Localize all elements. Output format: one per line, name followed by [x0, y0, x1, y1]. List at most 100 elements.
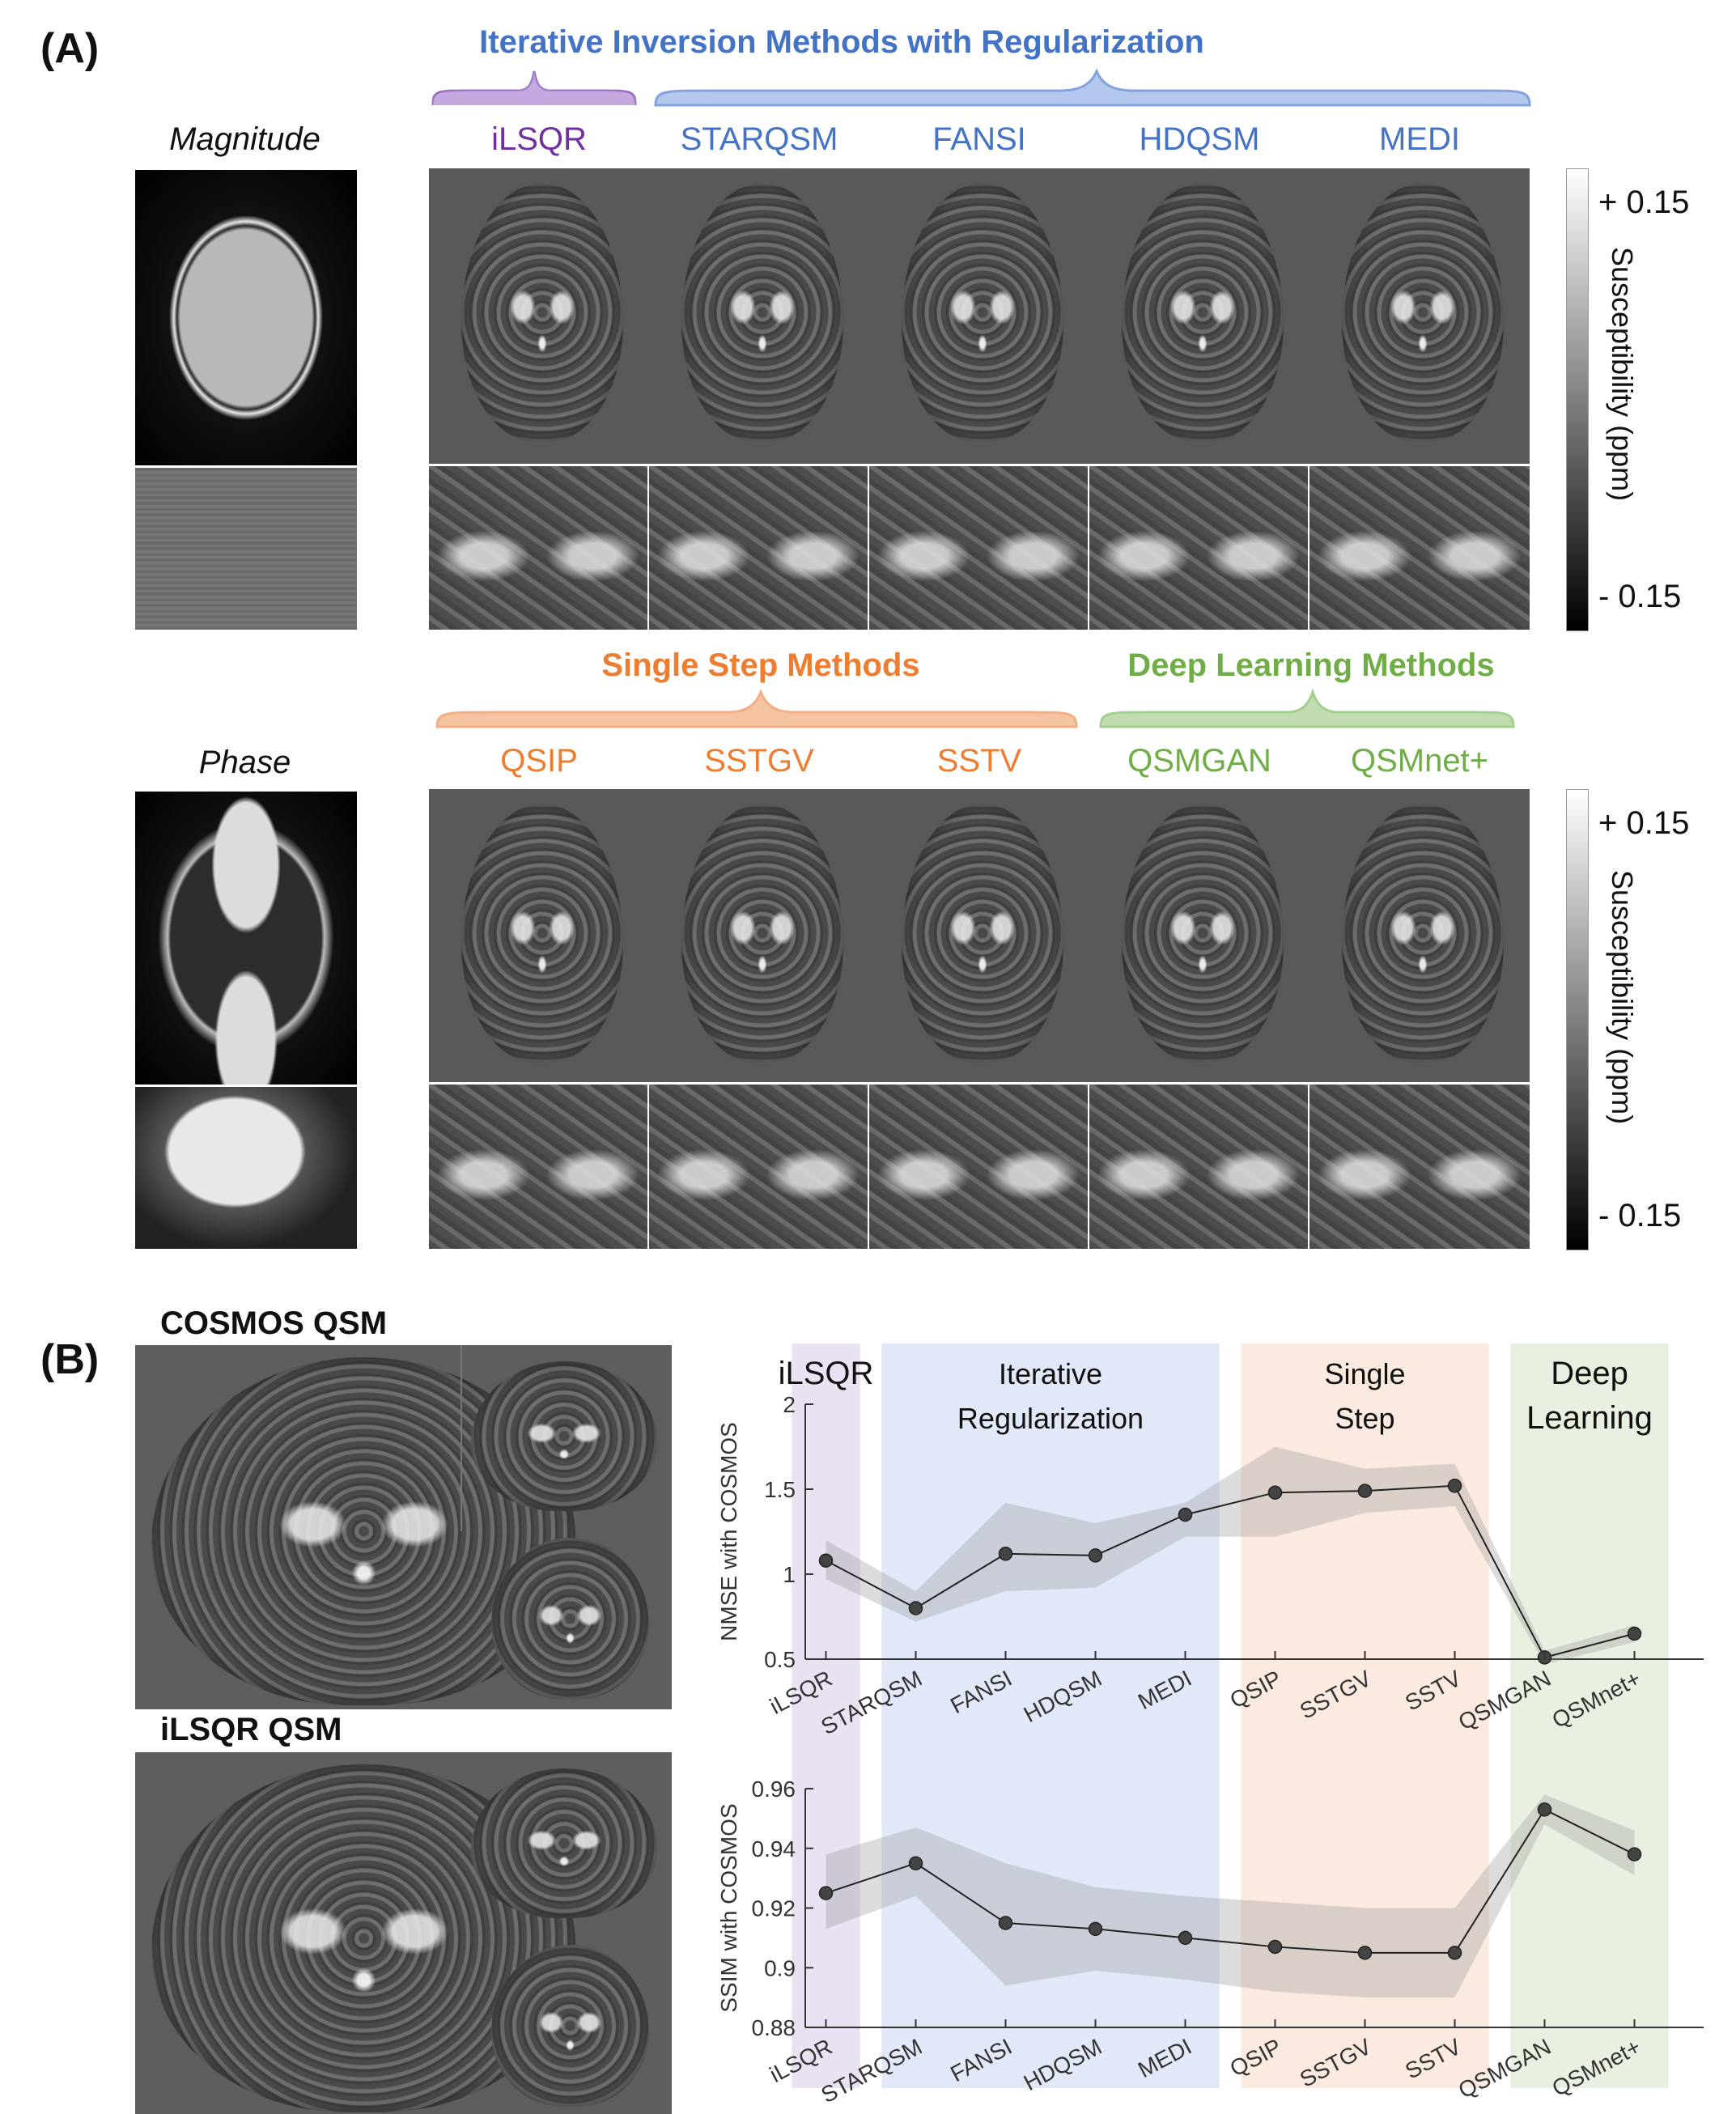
qsm-qsmgan-axial: [1122, 804, 1284, 1063]
row2-axial-strip: [429, 789, 1530, 1082]
series-line: [826, 1808, 1635, 1954]
qsm-sstgv-axial: [681, 804, 843, 1063]
qsm-ilsqr-axial: [461, 183, 623, 442]
region-label-3: Learning: [1526, 1400, 1653, 1436]
cosmos-qsm-image: [135, 1345, 672, 1709]
region-band-1: [881, 1344, 1220, 2088]
iterative-group-title: Iterative Inversion Methods with Regular…: [479, 24, 1204, 60]
data-point-QSMnet+: [1627, 1626, 1642, 1641]
data-point-QSIP: [1267, 1485, 1283, 1500]
deep-learning-group-title: Deep Learning Methods: [1127, 647, 1495, 683]
category-region-bands: [792, 1344, 1669, 2088]
qsm-qsmnet-plus-zoom: [1309, 1085, 1530, 1249]
qsm-qsmnet-plus-axial: [1342, 804, 1504, 1063]
colorbar-bottom-max: + 0.15: [1598, 805, 1690, 841]
region-label-0: iLSQR: [779, 1356, 874, 1391]
method-label-sstv: SSTV: [936, 743, 1022, 779]
qsm-fansi-zoom: [869, 466, 1088, 630]
ilsqr-coronal-view: [491, 1945, 649, 2107]
method-label-qsmnet-plus: QSMnet+: [1350, 743, 1489, 779]
qsm-qsip-zoom: [429, 1085, 647, 1249]
group-braces: [431, 68, 1531, 728]
region-label-1: Iterative: [999, 1357, 1102, 1390]
data-point-iLSQR: [818, 1553, 834, 1568]
data-point-QSMGAN: [1537, 1802, 1552, 1817]
colorbar-top-max: + 0.15: [1598, 185, 1690, 220]
phase-axial-image: [135, 792, 357, 1085]
y-tick-label: 0.94: [752, 1836, 796, 1861]
series-line: [826, 1484, 1635, 1659]
data-point-SSTGV: [1357, 1484, 1373, 1498]
qsm-medi-zoom: [1309, 466, 1530, 630]
data-point-MEDI: [1178, 1507, 1193, 1522]
y-axis-label: SSIM with COSMOS: [716, 1803, 741, 2012]
region-label-2: Single: [1324, 1357, 1405, 1390]
confidence-band: [826, 1446, 1635, 1665]
data-point-STARQSM: [908, 1856, 923, 1870]
data-point-iLSQR: [818, 1886, 834, 1900]
panel-a-label: (A): [40, 25, 100, 72]
colorbar-top: [1566, 168, 1589, 631]
qsm-hdqsm-axial: [1122, 183, 1284, 442]
colorbar-bottom: [1566, 789, 1589, 1250]
phase-label: Phase: [198, 745, 291, 780]
magnitude-axial-image: [135, 170, 357, 465]
method-label-qsmgan: QSMGAN: [1127, 743, 1271, 779]
y-tick-label: 0.92: [752, 1896, 796, 1921]
method-label-fansi: FANSI: [932, 121, 1026, 157]
data-point-STARQSM: [908, 1601, 923, 1615]
qsm-hdqsm-zoom: [1089, 466, 1308, 630]
region-band-3: [1510, 1344, 1669, 2088]
data-point-QSIP: [1267, 1939, 1283, 1955]
data-point-SSTV: [1447, 1479, 1462, 1493]
method-label-sstgv: SSTGV: [704, 743, 814, 779]
cosmos-qsm-label: COSMOS QSM: [160, 1305, 388, 1341]
data-point-QSMnet+: [1627, 1847, 1642, 1861]
data-point-MEDI: [1178, 1930, 1193, 1946]
qsm-qsip-axial: [461, 804, 623, 1063]
y-tick-label: 0.88: [752, 2015, 796, 2040]
qsm-starqsm-axial: [681, 183, 843, 442]
cosmos-sagittal-view: [471, 1361, 657, 1511]
iterative-brace: [654, 68, 1531, 107]
y-tick-label: 0.9: [764, 1955, 796, 1980]
qsm-sstgv-zoom: [649, 1085, 868, 1249]
region-label-2: Step: [1335, 1402, 1394, 1435]
data-point-HDQSM: [1088, 1548, 1103, 1563]
region-label-1: Regularization: [957, 1402, 1144, 1435]
region-label-3: Deep: [1551, 1356, 1628, 1391]
data-point-SSTGV: [1357, 1946, 1373, 1960]
qsm-ilsqr-zoom: [429, 466, 647, 630]
panel-b-label: (B): [40, 1336, 100, 1383]
region-band-0: [792, 1344, 860, 2088]
colorbar-bottom-min: - 0.15: [1598, 1198, 1682, 1233]
y-tick-label: 2: [783, 1392, 796, 1417]
deep-learning-brace: [1099, 687, 1515, 728]
magnitude-label: Magnitude: [169, 121, 320, 157]
category-region-labels: iLSQR Iterative Regularization Single Step De…: [779, 1356, 1653, 1436]
method-label-ilsqr: iLSQR: [491, 121, 587, 157]
panel-b-charts: iLSQR Iterative Regularization Single Step De…: [716, 1344, 1704, 2108]
single-step-brace: [435, 688, 1078, 728]
ilsqr-sagittal-view: [471, 1768, 657, 1918]
confidence-band: [826, 1794, 1635, 1998]
phase-zoom-image: [135, 1087, 357, 1249]
qsm-starqsm-zoom: [649, 466, 868, 630]
y-tick-label: 1.5: [764, 1477, 796, 1502]
cosmos-coronal-view: [491, 1538, 649, 1700]
method-label-starqsm: STARQSM: [680, 121, 838, 157]
qsm-sstv-zoom: [869, 1085, 1088, 1249]
single-step-group-title: Single Step Methods: [601, 647, 920, 683]
method-label-qsip: QSIP: [500, 743, 578, 779]
qsm-fansi-axial: [902, 183, 1063, 442]
row1-axial-strip: [429, 168, 1530, 464]
data-point-FANSI: [998, 1916, 1013, 1930]
y-tick-label: 0.5: [764, 1647, 796, 1672]
region-band-2: [1241, 1344, 1489, 2088]
data-point-SSTV: [1447, 1946, 1462, 1960]
y-axis-label: NMSE with COSMOS: [716, 1422, 741, 1641]
colorbar-top-min: - 0.15: [1598, 579, 1682, 614]
y-tick-label: 0.96: [752, 1777, 796, 1802]
qsm-medi-axial: [1342, 183, 1504, 442]
method-label-hdqsm: HDQSM: [1139, 121, 1260, 157]
